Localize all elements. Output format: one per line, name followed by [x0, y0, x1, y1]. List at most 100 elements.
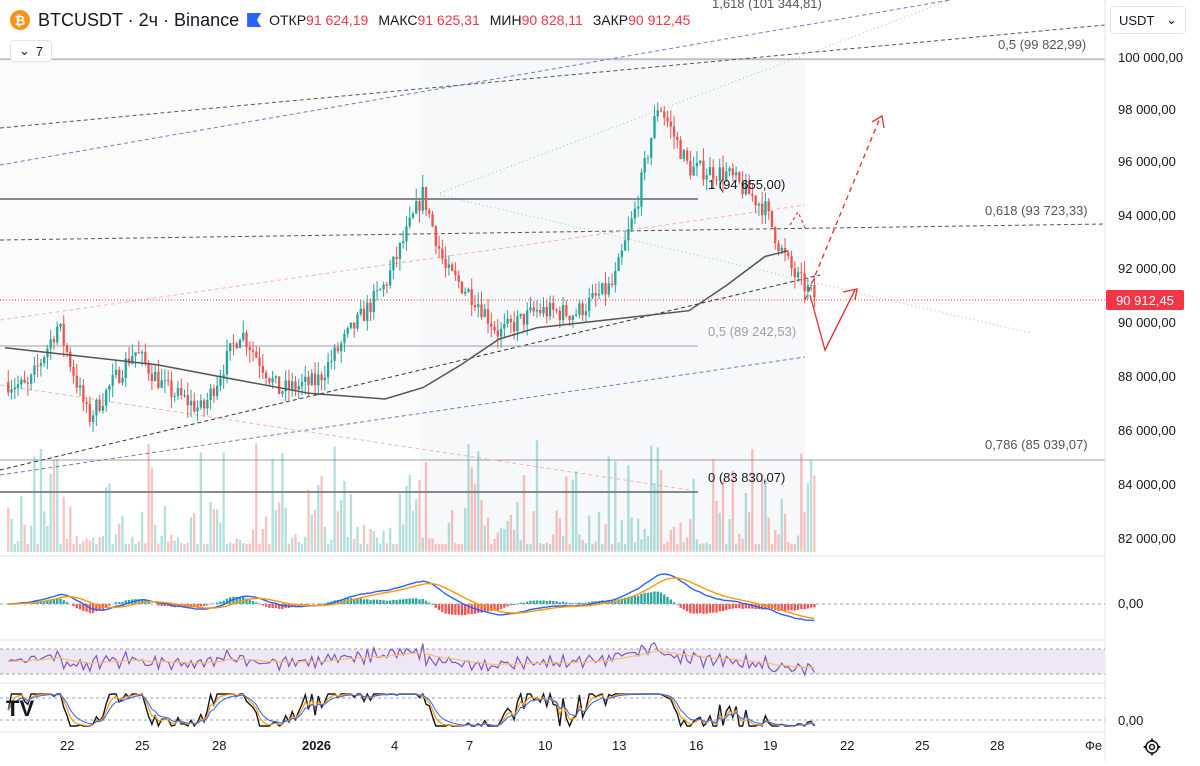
candle-body[interactable]: [294, 381, 296, 389]
candle-body[interactable]: [56, 327, 58, 343]
candle-body[interactable]: [595, 293, 597, 295]
candle-body[interactable]: [320, 375, 322, 381]
candle-body[interactable]: [477, 304, 479, 307]
candle-body[interactable]: [180, 388, 182, 395]
candle-body[interactable]: [229, 343, 231, 351]
candle-body[interactable]: [644, 158, 646, 172]
candle-body[interactable]: [392, 257, 394, 270]
candle-body[interactable]: [800, 272, 802, 273]
candle-body[interactable]: [761, 204, 763, 215]
candle-body[interactable]: [640, 173, 642, 207]
candle-body[interactable]: [653, 116, 655, 138]
candle-body[interactable]: [50, 339, 52, 348]
candle-body[interactable]: [689, 161, 691, 176]
candle-body[interactable]: [164, 380, 166, 381]
candle-body[interactable]: [200, 400, 202, 407]
candle-body[interactable]: [63, 324, 65, 345]
candle-body[interactable]: [23, 380, 25, 383]
price-axis[interactable]: 100 000,00 98 000,00 96 000,00 94 000,00…: [1118, 50, 1183, 728]
candle-body[interactable]: [438, 246, 440, 249]
candle-body[interactable]: [588, 298, 590, 312]
candle-body[interactable]: [291, 381, 293, 389]
candle-body[interactable]: [382, 285, 384, 290]
candle-body[interactable]: [219, 378, 221, 386]
candle-body[interactable]: [448, 264, 450, 267]
candle-body[interactable]: [699, 161, 701, 163]
candle-body[interactable]: [797, 272, 799, 277]
candle-body[interactable]: [324, 377, 326, 380]
candle-body[interactable]: [193, 401, 195, 412]
candle-body[interactable]: [758, 204, 760, 206]
candle-body[interactable]: [425, 187, 427, 210]
candle-body[interactable]: [637, 207, 639, 209]
candle-body[interactable]: [516, 316, 518, 331]
candle-body[interactable]: [160, 380, 162, 388]
candle-body[interactable]: [461, 282, 463, 293]
candle-body[interactable]: [252, 350, 254, 352]
macd-pane[interactable]: [10, 591, 815, 615]
candle-body[interactable]: [542, 307, 544, 313]
candle-body[interactable]: [614, 271, 616, 285]
candle-body[interactable]: [582, 303, 584, 315]
candle-body[interactable]: [236, 344, 238, 348]
candle-body[interactable]: [451, 264, 453, 270]
candle-body[interactable]: [568, 316, 570, 320]
candle-body[interactable]: [591, 293, 593, 298]
candle-body[interactable]: [536, 310, 538, 311]
candle-body[interactable]: [552, 303, 554, 310]
candle-body[interactable]: [317, 375, 319, 386]
candle-body[interactable]: [112, 375, 114, 386]
candle-body[interactable]: [692, 166, 694, 175]
candle-body[interactable]: [810, 285, 812, 286]
candle-body[interactable]: [239, 340, 241, 348]
candle-body[interactable]: [565, 305, 567, 316]
candle-body[interactable]: [464, 292, 466, 294]
currency-selector[interactable]: USDT ⌄: [1110, 6, 1186, 34]
candle-body[interactable]: [79, 385, 81, 387]
candle-body[interactable]: [604, 283, 606, 294]
candle-body[interactable]: [350, 323, 352, 328]
candle-body[interactable]: [20, 380, 22, 385]
candle-body[interactable]: [360, 309, 362, 314]
candle-body[interactable]: [803, 273, 805, 291]
candle-body[interactable]: [670, 122, 672, 127]
candle-body[interactable]: [608, 284, 610, 295]
candle-body[interactable]: [435, 226, 437, 246]
candle-body[interactable]: [242, 333, 244, 340]
candle-body[interactable]: [389, 270, 391, 285]
candle-body[interactable]: [85, 402, 87, 404]
candle-body[interactable]: [679, 140, 681, 159]
candle-body[interactable]: [72, 367, 74, 376]
candle-body[interactable]: [578, 303, 580, 314]
candle-body[interactable]: [562, 305, 564, 320]
candle-body[interactable]: [304, 377, 306, 382]
candle-body[interactable]: [529, 307, 531, 310]
candle-body[interactable]: [732, 168, 734, 175]
candle-body[interactable]: [471, 289, 473, 305]
candle-body[interactable]: [503, 324, 505, 329]
candle-body[interactable]: [102, 406, 104, 411]
candle-body[interactable]: [265, 373, 267, 379]
candle-body[interactable]: [621, 250, 623, 257]
candle-body[interactable]: [386, 285, 388, 286]
candle-body[interactable]: [490, 324, 492, 327]
candle-body[interactable]: [409, 218, 411, 227]
candle-body[interactable]: [520, 314, 522, 316]
candle-body[interactable]: [376, 290, 378, 291]
candle-body[interactable]: [630, 219, 632, 229]
candle-body[interactable]: [771, 211, 773, 227]
candle-body[interactable]: [405, 226, 407, 241]
candle-body[interactable]: [27, 383, 29, 384]
candle-body[interactable]: [549, 303, 551, 316]
candle-body[interactable]: [493, 327, 495, 331]
time-axis[interactable]: 22 25 28 2026 4 7 10 13 16 19 22 25 28 Ф…: [60, 738, 1102, 753]
candle-body[interactable]: [337, 347, 339, 351]
candle-body[interactable]: [17, 384, 19, 387]
candle-body[interactable]: [216, 386, 218, 396]
candle-body[interactable]: [76, 376, 78, 388]
candle-body[interactable]: [373, 291, 375, 312]
candle-body[interactable]: [546, 307, 548, 316]
candle-body[interactable]: [617, 257, 619, 271]
candle-body[interactable]: [781, 248, 783, 251]
flag-icon[interactable]: [247, 13, 261, 27]
